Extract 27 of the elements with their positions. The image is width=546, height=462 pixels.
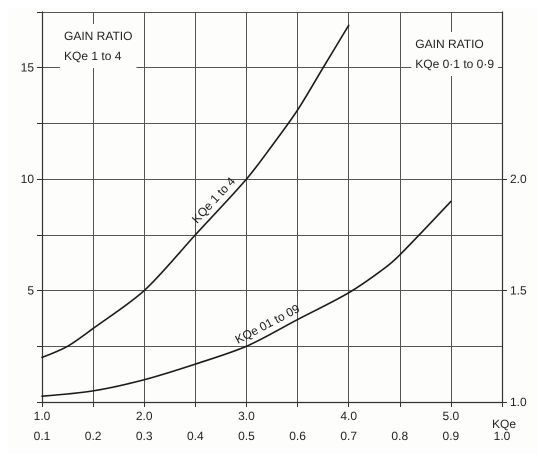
x-tick-label: 0.1 — [34, 429, 51, 443]
line-series — [41, 24, 350, 358]
y-tick-label: 5 — [27, 284, 34, 298]
x-tick-label: 0.3 — [136, 429, 153, 443]
x-tick-label: 3.0 — [238, 409, 256, 423]
y2-axis-title: GAIN RATIO KQe 0·1 to 0·9 — [415, 37, 494, 71]
x-tick-label: 1.0 — [494, 429, 511, 443]
y2-tick-label: 1.5 — [510, 284, 528, 298]
y2-tick-label: 2.0 — [510, 172, 528, 186]
x-tick-label: 0.5 — [238, 429, 256, 443]
y-tick-label: 10 — [20, 172, 34, 186]
text: KQe 1 to 4 — [188, 174, 238, 226]
x-tick-label: 0.7 — [340, 429, 358, 443]
x-tick-label: 2.0 — [136, 409, 153, 423]
x-tick-label: 4.0 — [340, 409, 358, 423]
x-tick-label: 1.0 — [34, 409, 51, 423]
x-tick-label: 0.6 — [289, 429, 306, 443]
x-tick-label: 0.4 — [186, 429, 204, 443]
text: KQe 01 to 09 — [232, 301, 302, 347]
y-axis-title: GAIN RATIO KQe 1 to 4 — [64, 29, 132, 63]
x-tick-label: 0.2 — [84, 429, 102, 443]
y-tick-label: 15 — [20, 60, 34, 75]
x-tick-label: 0.8 — [391, 429, 408, 443]
x-tick-label: 5.0 — [442, 409, 460, 423]
x-tick-label: 0.9 — [442, 429, 460, 443]
x-axis-title: KQe — [492, 417, 516, 431]
y2-tick-label: 1.0 — [510, 395, 528, 409]
